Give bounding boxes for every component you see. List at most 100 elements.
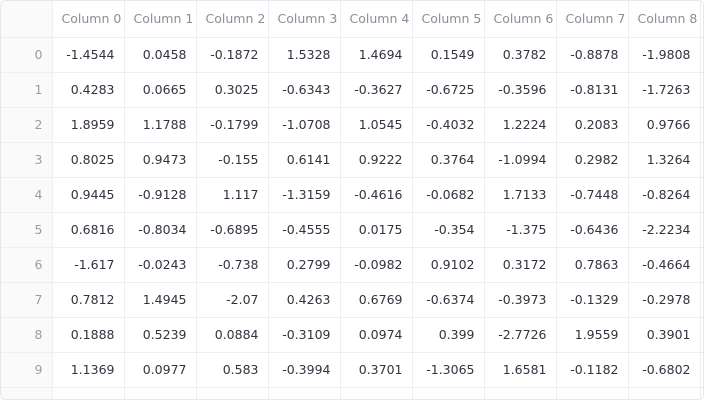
table-cell[interactable]: 0.9766 xyxy=(628,107,701,143)
table-cell[interactable]: -0.4032 xyxy=(412,107,485,143)
table-cell[interactable]: 0.3701 xyxy=(340,352,413,388)
column-header[interactable]: Column 5 xyxy=(412,1,485,38)
table-cell[interactable]: 0.0977 xyxy=(124,352,197,388)
table-cell[interactable]: -2.7726 xyxy=(484,317,557,353)
table-cell[interactable]: 0.3901 xyxy=(628,317,701,353)
table-cell[interactable]: 0.0458 xyxy=(124,37,197,73)
table-cell[interactable]: -2.07 xyxy=(196,282,269,318)
column-header[interactable]: Column 0 xyxy=(52,1,125,38)
table-cell[interactable]: 1.2224 xyxy=(484,107,557,143)
table-cell[interactable]: 0.9102 xyxy=(412,247,485,283)
table-cell[interactable]: -1.617 xyxy=(52,247,125,283)
table-cell[interactable]: 1.1369 xyxy=(52,352,125,388)
table-cell[interactable]: 0.4283 xyxy=(52,72,125,108)
table-cell[interactable]: 0.4263 xyxy=(268,282,341,318)
table-cell[interactable] xyxy=(700,177,703,213)
table-cell[interactable]: 0.3764 xyxy=(412,142,485,178)
table-cell[interactable]: -1.9808 xyxy=(628,37,701,73)
table-cell[interactable]: -1.0708 xyxy=(268,107,341,143)
table-cell[interactable]: 0.3782 xyxy=(484,37,557,73)
table-cell[interactable]: -0.8034 xyxy=(124,212,197,248)
table-cell[interactable]: 1.8959 xyxy=(52,107,125,143)
table-cell[interactable]: 1.9559 xyxy=(556,317,629,353)
table-cell[interactable]: 0.2982 xyxy=(556,142,629,178)
table-cell[interactable]: -0.3596 xyxy=(484,72,557,108)
table-cell[interactable]: -0.1872 xyxy=(196,37,269,73)
table-cell[interactable]: -0.6895 xyxy=(196,212,269,248)
table-cell[interactable]: -0.0243 xyxy=(124,247,197,283)
table-cell[interactable]: 0.3025 xyxy=(196,72,269,108)
table-cell[interactable]: -0.6436 xyxy=(556,212,629,248)
table-cell[interactable] xyxy=(700,107,703,143)
table-cell[interactable]: 0.9473 xyxy=(124,142,197,178)
table-cell[interactable]: -1.7263 xyxy=(628,72,701,108)
table-cell[interactable] xyxy=(700,282,703,318)
column-header[interactable]: Column 8 xyxy=(628,1,701,38)
table-cell[interactable]: 0.9222 xyxy=(340,142,413,178)
table-cell[interactable]: 1.4694 xyxy=(340,37,413,73)
table-cell[interactable]: -0.354 xyxy=(412,212,485,248)
table-cell[interactable]: 1.6581 xyxy=(484,352,557,388)
column-header[interactable]: Column 3 xyxy=(268,1,341,38)
table-cell[interactable]: 0.6769 xyxy=(340,282,413,318)
table-cell[interactable]: 0.9445 xyxy=(52,177,125,213)
table-cell[interactable]: 0.2083 xyxy=(556,107,629,143)
table-cell[interactable]: -1.3065 xyxy=(412,352,485,388)
table-cell[interactable]: 0.583 xyxy=(196,352,269,388)
horizontal-scrollbar[interactable] xyxy=(1,393,703,399)
table-cell[interactable]: -0.6374 xyxy=(412,282,485,318)
table-cell[interactable]: 0.1888 xyxy=(52,317,125,353)
table-cell[interactable]: 0.8025 xyxy=(52,142,125,178)
table-cell[interactable]: -0.8264 xyxy=(628,177,701,213)
table-cell[interactable]: 0.399 xyxy=(412,317,485,353)
table-cell[interactable]: -1.0994 xyxy=(484,142,557,178)
table-cell[interactable]: 0.7812 xyxy=(52,282,125,318)
table-cell[interactable]: -0.8878 xyxy=(556,37,629,73)
table-cell[interactable]: -0.155 xyxy=(196,142,269,178)
table-cell[interactable]: -0.6725 xyxy=(412,72,485,108)
table-cell[interactable]: 0.5239 xyxy=(124,317,197,353)
table-cell[interactable]: 1.5328 xyxy=(268,37,341,73)
column-header[interactable]: Column 1 xyxy=(124,1,197,38)
column-header[interactable]: Column 7 xyxy=(556,1,629,38)
table-cell[interactable]: -1.4544 xyxy=(52,37,125,73)
table-cell[interactable]: -0.6343 xyxy=(268,72,341,108)
table-cell[interactable]: -0.8131 xyxy=(556,72,629,108)
table-cell[interactable]: 0.2799 xyxy=(268,247,341,283)
table-cell[interactable]: 1.1788 xyxy=(124,107,197,143)
table-cell[interactable]: 0.0884 xyxy=(196,317,269,353)
table-cell[interactable]: -0.4555 xyxy=(268,212,341,248)
column-header[interactable]: Column 2 xyxy=(196,1,269,38)
table-cell[interactable]: -0.3973 xyxy=(484,282,557,318)
column-header[interactable]: Column 6 xyxy=(484,1,557,38)
table-cell[interactable]: -0.4664 xyxy=(628,247,701,283)
table-cell[interactable] xyxy=(700,142,703,178)
table-cell[interactable]: 0.0974 xyxy=(340,317,413,353)
table-cell[interactable]: -0.7448 xyxy=(556,177,629,213)
column-header[interactable]: Column 9 xyxy=(700,1,703,38)
table-cell[interactable]: 1.4945 xyxy=(124,282,197,318)
table-cell[interactable] xyxy=(700,352,703,388)
table-cell[interactable] xyxy=(700,317,703,353)
table-cell[interactable]: 1.3264 xyxy=(628,142,701,178)
table-cell[interactable] xyxy=(700,72,703,108)
table-cell[interactable]: 0.7863 xyxy=(556,247,629,283)
table-cell[interactable]: 1.117 xyxy=(196,177,269,213)
table-cell[interactable]: -0.1329 xyxy=(556,282,629,318)
table-cell[interactable]: -0.9128 xyxy=(124,177,197,213)
table-cell[interactable] xyxy=(700,37,703,73)
table-cell[interactable]: -0.2978 xyxy=(628,282,701,318)
table-cell[interactable]: 0.6141 xyxy=(268,142,341,178)
table-cell[interactable]: -0.1182 xyxy=(556,352,629,388)
table-cell[interactable]: -1.3159 xyxy=(268,177,341,213)
table-cell[interactable]: -0.3627 xyxy=(340,72,413,108)
table-cell[interactable]: 0.0665 xyxy=(124,72,197,108)
table-cell[interactable]: 0.3172 xyxy=(484,247,557,283)
table-cell[interactable]: -2.2234 xyxy=(628,212,701,248)
table-cell[interactable] xyxy=(700,212,703,248)
table-cell[interactable]: -0.0682 xyxy=(412,177,485,213)
table-cell[interactable]: 0.1549 xyxy=(412,37,485,73)
table-cell[interactable]: 0.0175 xyxy=(340,212,413,248)
table-cell[interactable]: -0.0982 xyxy=(340,247,413,283)
